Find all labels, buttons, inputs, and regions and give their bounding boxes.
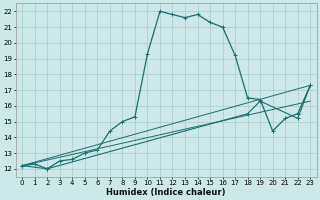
X-axis label: Humidex (Indice chaleur): Humidex (Indice chaleur) bbox=[107, 188, 226, 197]
